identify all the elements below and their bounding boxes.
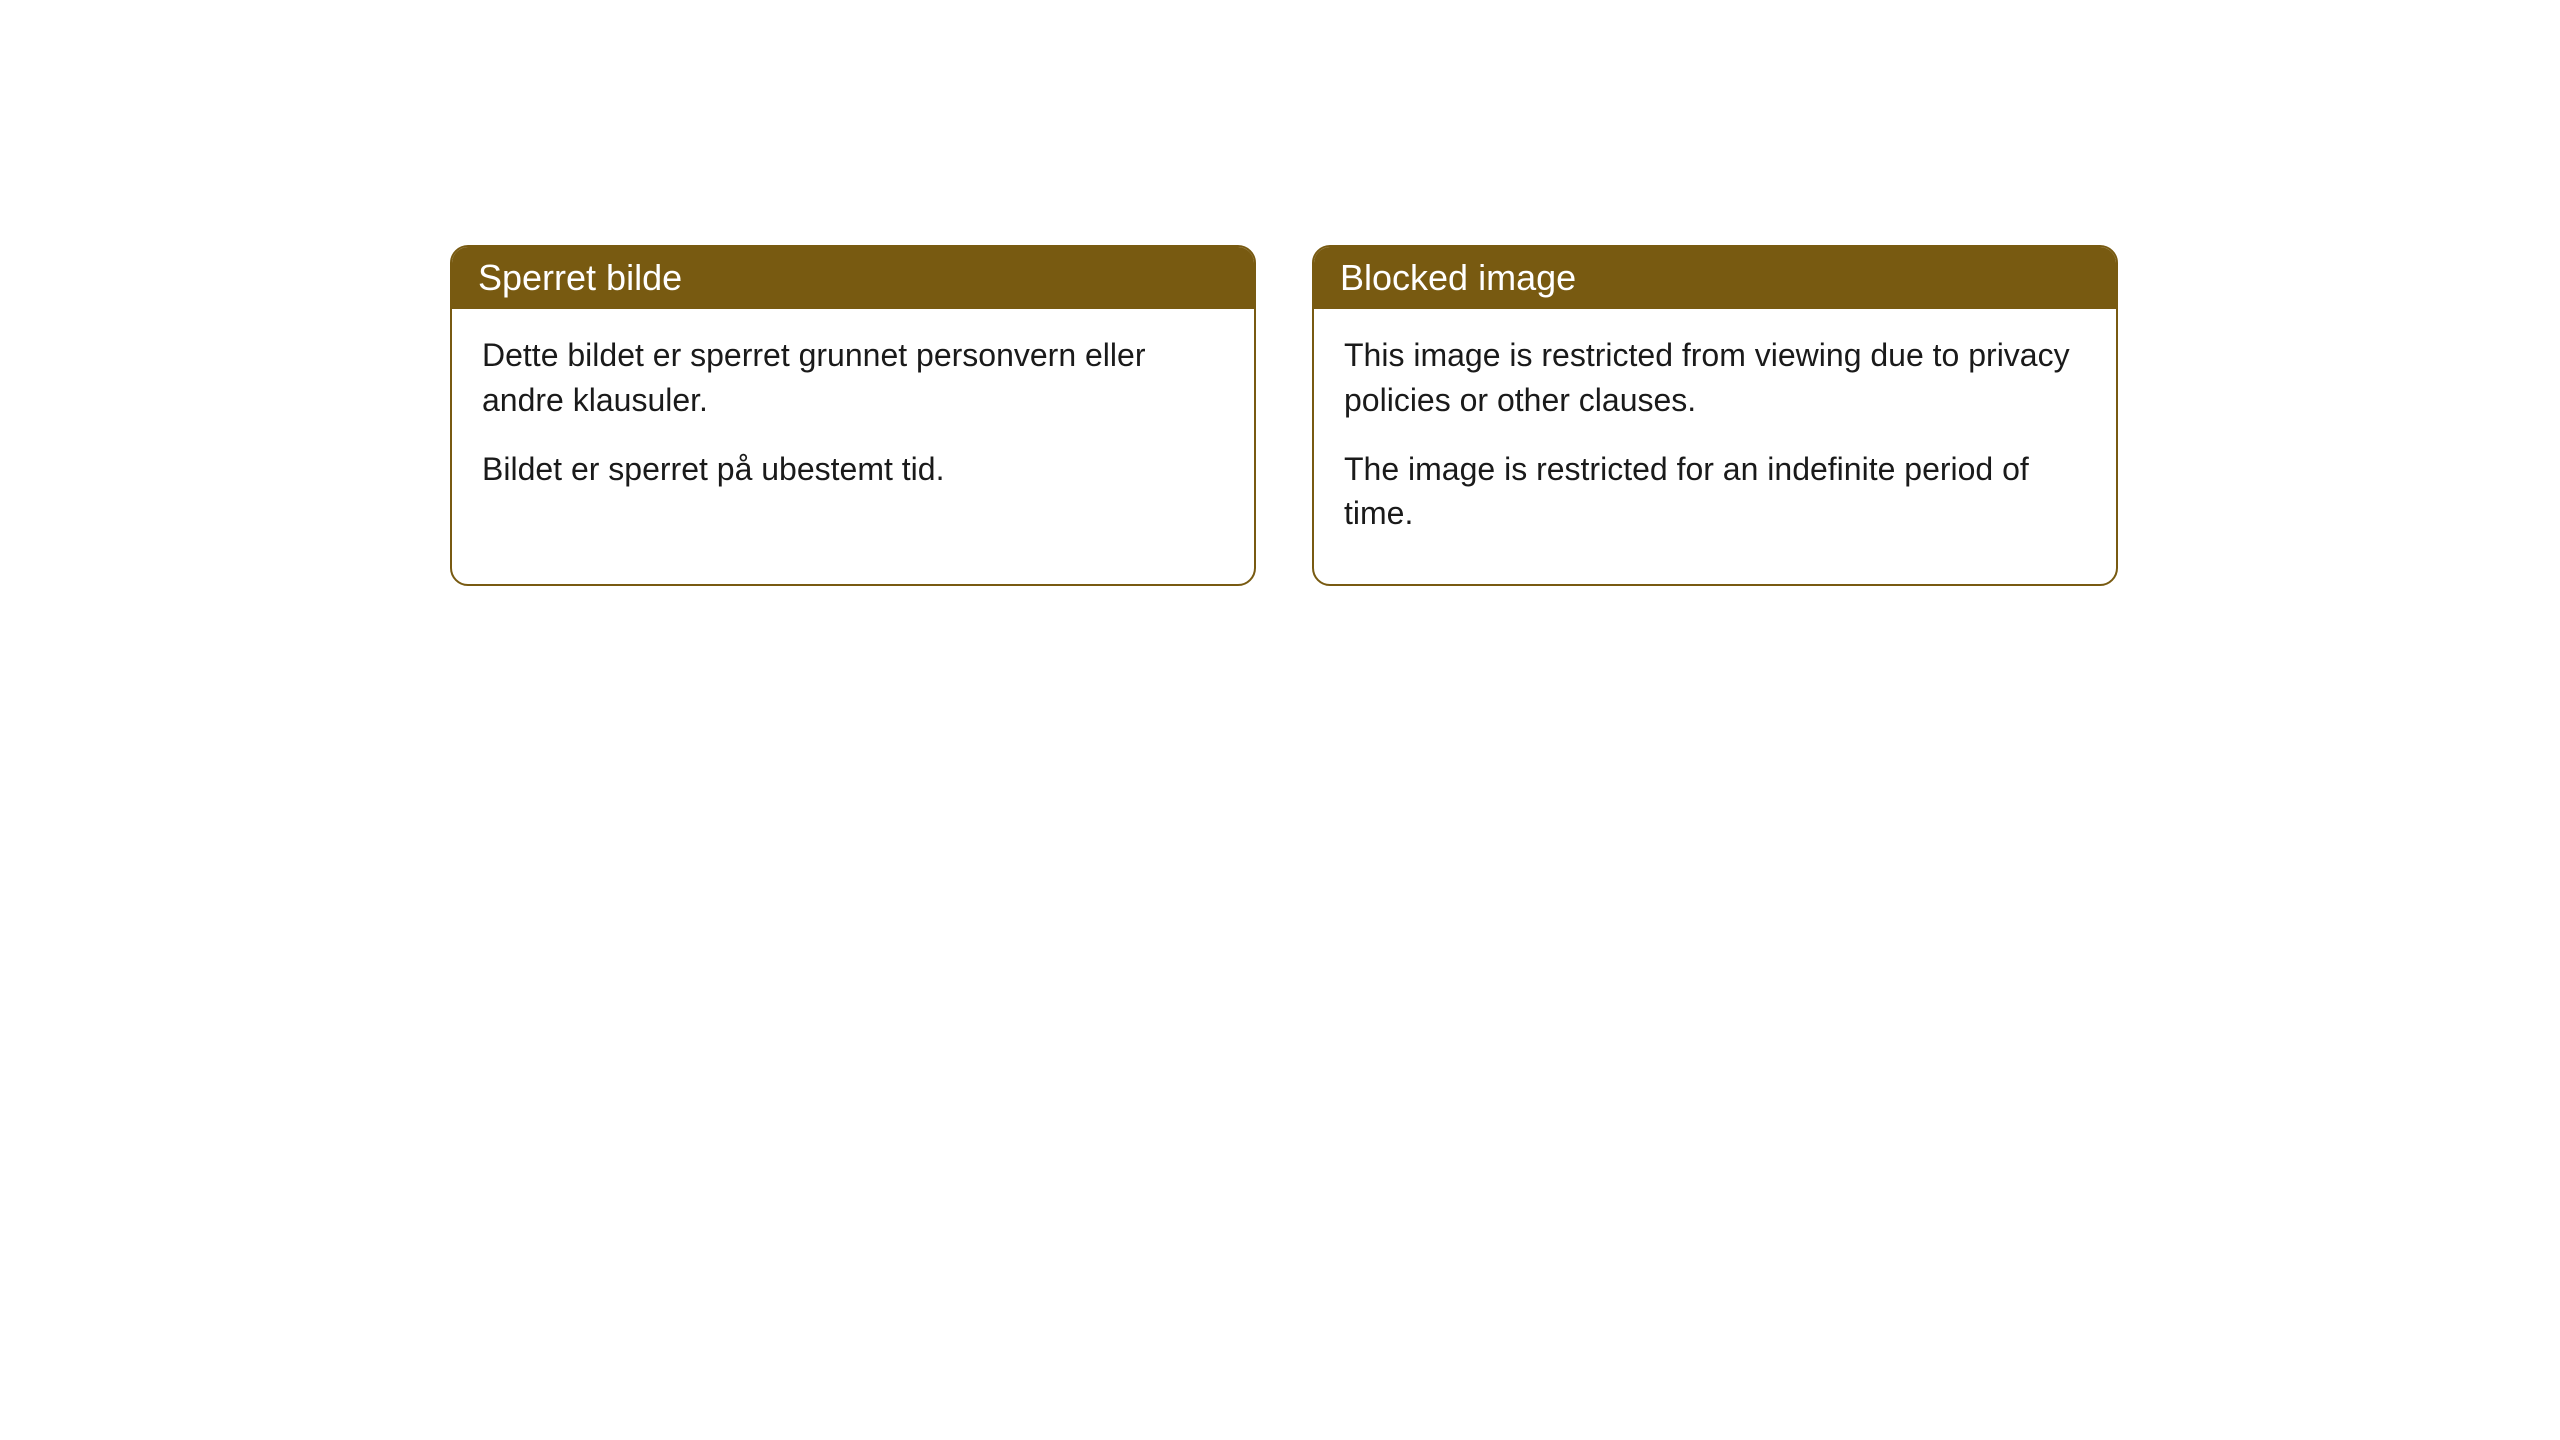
card-header: Blocked image xyxy=(1314,247,2116,309)
card-body: This image is restricted from viewing du… xyxy=(1314,309,2116,584)
card-body: Dette bildet er sperret grunnet personve… xyxy=(452,309,1254,539)
card-paragraph-2: Bildet er sperret på ubestemt tid. xyxy=(482,447,1224,492)
card-paragraph-1: Dette bildet er sperret grunnet personve… xyxy=(482,333,1224,423)
card-title: Blocked image xyxy=(1340,257,1576,298)
cards-container: Sperret bilde Dette bildet er sperret gr… xyxy=(450,245,2560,586)
card-title: Sperret bilde xyxy=(478,257,682,298)
blocked-image-card-norwegian: Sperret bilde Dette bildet er sperret gr… xyxy=(450,245,1256,586)
blocked-image-card-english: Blocked image This image is restricted f… xyxy=(1312,245,2118,586)
card-paragraph-1: This image is restricted from viewing du… xyxy=(1344,333,2086,423)
card-paragraph-2: The image is restricted for an indefinit… xyxy=(1344,447,2086,537)
card-header: Sperret bilde xyxy=(452,247,1254,309)
